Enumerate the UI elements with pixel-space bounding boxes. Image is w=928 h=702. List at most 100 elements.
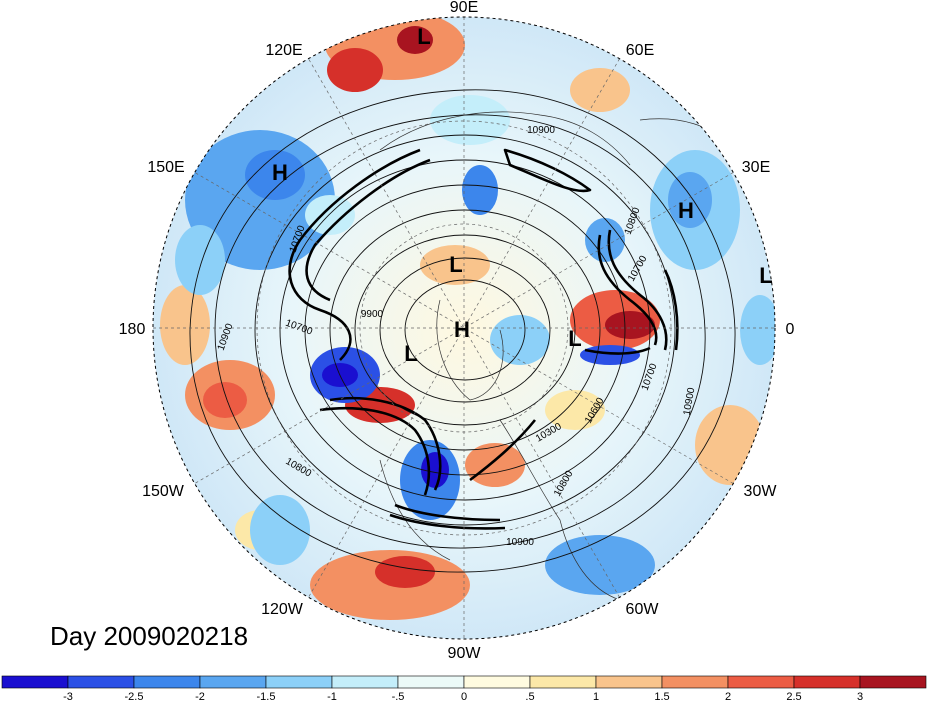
cold-anomaly bbox=[740, 295, 775, 365]
contour-value-label: 9900 bbox=[361, 309, 384, 320]
colorbar-tick-label: 0 bbox=[461, 691, 467, 702]
colorbar-tick-label: -1.5 bbox=[257, 691, 276, 702]
high-center-label: H bbox=[454, 317, 470, 342]
colorbar-tick-label: -.5 bbox=[392, 691, 405, 702]
height-contour bbox=[279, 159, 651, 501]
cold-anomaly bbox=[175, 225, 225, 295]
colorbar-tick-labels: -3 -2.5 -2 -1.5 -1 -.5 0 .5 1 1.5 2 2.5 3 bbox=[63, 691, 863, 702]
meridian-line bbox=[194, 172, 734, 484]
coastline bbox=[499, 419, 621, 601]
colorbar-tick-label: 2.5 bbox=[786, 691, 801, 702]
map-outline bbox=[152, 16, 776, 640]
colorbar-tick-label: -2 bbox=[195, 691, 205, 702]
jet-contour bbox=[584, 346, 651, 355]
colorbar-box bbox=[529, 675, 597, 689]
low-center-label: L bbox=[759, 263, 772, 288]
low-center-label: L bbox=[568, 326, 581, 351]
cold-anomaly bbox=[585, 218, 625, 262]
colorbar-boxes bbox=[1, 675, 927, 689]
contour-value-label: 10900 bbox=[527, 125, 555, 136]
cold-anomaly bbox=[580, 345, 640, 365]
contour-value-label: 10900 bbox=[682, 386, 698, 416]
meridian-line bbox=[194, 172, 734, 484]
colorbar-box bbox=[133, 675, 201, 689]
jet-contour bbox=[288, 148, 421, 361]
cold-anomaly bbox=[462, 165, 498, 215]
warm-anomaly bbox=[375, 556, 435, 588]
colorbar: -3 -2.5 -2 -1.5 -1 -.5 0 .5 1 1.5 2 2.5 3 bbox=[1, 675, 927, 702]
colorbar-tick-label: -1 bbox=[327, 691, 337, 702]
colorbar-box bbox=[331, 675, 399, 689]
meridian-line bbox=[308, 58, 620, 598]
height-contour bbox=[214, 114, 706, 549]
lon-label-180: 180 bbox=[119, 321, 146, 338]
height-contour bbox=[329, 209, 601, 451]
jet-contours bbox=[288, 148, 679, 530]
colorbar-tick-label: 1.5 bbox=[654, 691, 669, 702]
coastline bbox=[436, 299, 504, 401]
height-contours bbox=[189, 89, 736, 573]
cold-anomaly bbox=[245, 150, 305, 200]
colorbar-box bbox=[397, 675, 465, 689]
meridian-line bbox=[308, 58, 620, 598]
longitude-labels: 90E 60E 30E 0 30W 60W 90W 120W 150W 180 … bbox=[119, 0, 795, 662]
warm-anomaly bbox=[570, 68, 630, 112]
colorbar-box bbox=[199, 675, 267, 689]
colorbar-tick-label: -2.5 bbox=[125, 691, 144, 702]
height-contour bbox=[354, 234, 576, 426]
colorbar-tick-label: -3 bbox=[63, 691, 73, 702]
height-contour bbox=[379, 257, 551, 403]
jet-contour bbox=[329, 396, 442, 491]
colorbar-box bbox=[727, 675, 795, 689]
height-contour bbox=[304, 184, 626, 476]
lon-label-60e: 60E bbox=[626, 42, 654, 59]
lon-label-0: 0 bbox=[786, 321, 795, 338]
high-center-label: H bbox=[678, 198, 694, 223]
colorbar-tick-label: 3 bbox=[857, 691, 863, 702]
warm-anomaly bbox=[397, 26, 433, 54]
low-center-label: L bbox=[404, 341, 417, 366]
jet-contour bbox=[607, 229, 668, 351]
warm-anomaly bbox=[465, 443, 525, 487]
warm-anomaly bbox=[160, 285, 210, 365]
warm-anomaly bbox=[203, 382, 247, 418]
cold-anomaly bbox=[668, 172, 712, 228]
contour-value-label: 10900 bbox=[506, 537, 534, 548]
jet-contour bbox=[319, 406, 431, 496]
low-center-label: L bbox=[449, 252, 462, 277]
warm-anomaly bbox=[327, 48, 383, 92]
warm-anomaly bbox=[605, 311, 655, 339]
lon-label-60w: 60W bbox=[626, 601, 660, 618]
jet-contour bbox=[597, 234, 658, 346]
jet-contour bbox=[469, 419, 537, 482]
jet-contour bbox=[503, 148, 592, 193]
height-contour bbox=[254, 134, 676, 526]
colorbar-box bbox=[793, 675, 861, 689]
high-center-label: H bbox=[272, 160, 288, 185]
lon-label-90e: 90E bbox=[450, 0, 478, 16]
lon-label-30e: 30E bbox=[742, 159, 770, 176]
colorbar-tick-label: 2 bbox=[725, 691, 731, 702]
jet-contour bbox=[394, 503, 501, 522]
date-label: Day 2009020218 bbox=[50, 621, 248, 651]
lon-label-150e: 150E bbox=[147, 159, 184, 176]
lon-label-30w: 30W bbox=[744, 483, 778, 500]
colorbar-box bbox=[661, 675, 729, 689]
coastline bbox=[379, 459, 451, 561]
coastline bbox=[379, 111, 631, 166]
colorbar-box bbox=[1, 675, 69, 689]
lon-label-90w: 90W bbox=[448, 645, 482, 662]
colorbar-box bbox=[859, 675, 927, 689]
jet-contour bbox=[389, 513, 506, 530]
warm-anomaly bbox=[420, 245, 490, 285]
low-center-label: L bbox=[417, 24, 430, 49]
height-contour bbox=[404, 279, 526, 381]
lon-label-120w: 120W bbox=[261, 601, 304, 618]
colorbar-tick-label: .5 bbox=[525, 691, 534, 702]
cold-anomaly bbox=[250, 495, 310, 565]
colorbar-box bbox=[595, 675, 663, 689]
colorbar-box bbox=[463, 675, 531, 689]
cold-anomaly bbox=[430, 95, 510, 145]
jet-contour bbox=[305, 158, 431, 302]
colorbar-tick-label: 1 bbox=[593, 691, 599, 702]
